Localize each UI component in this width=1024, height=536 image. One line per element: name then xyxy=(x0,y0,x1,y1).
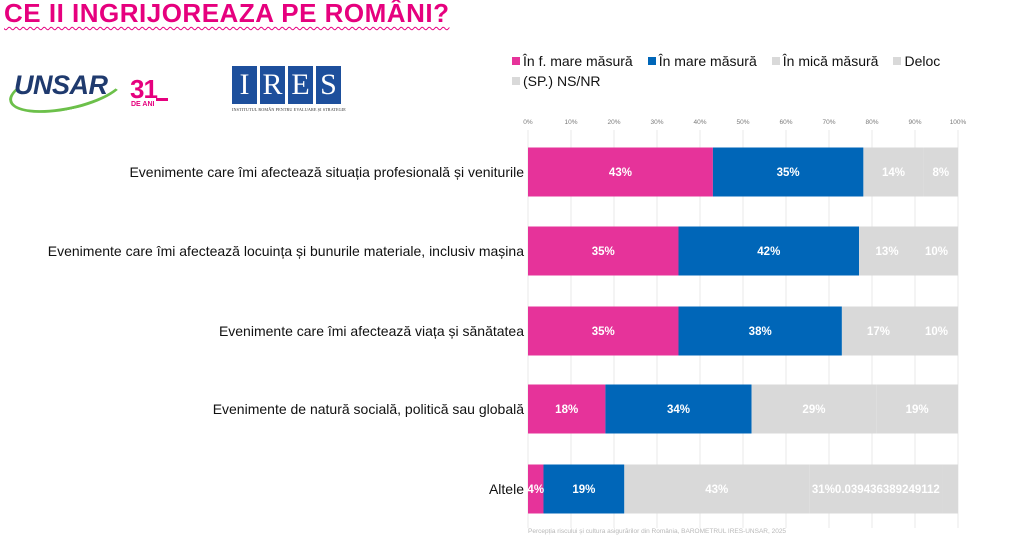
data-label: 19% xyxy=(906,404,929,416)
bar-segment xyxy=(876,384,958,434)
bar-segment xyxy=(809,464,943,514)
legend-swatch xyxy=(512,77,520,85)
bar-segment xyxy=(751,384,877,434)
data-label: 4% xyxy=(527,484,544,496)
bar-segment xyxy=(863,147,924,197)
legend-row: (SP.) NS/NR xyxy=(512,71,1012,91)
bar-segment xyxy=(841,306,915,356)
category-label: Evenimente care îmi afectează situația p… xyxy=(129,164,524,180)
data-label: 35% xyxy=(592,326,615,338)
x-tick-label: 80% xyxy=(865,119,878,126)
data-label: 43% xyxy=(705,484,728,496)
data-label: 18% xyxy=(555,404,578,416)
x-tick-label: 20% xyxy=(607,119,620,126)
legend-label: În mare măsură xyxy=(658,53,757,69)
unsar-logo-bar xyxy=(156,98,168,101)
legend-label: În mică măsură xyxy=(782,53,879,69)
category-label: Evenimente de natură socială, politică s… xyxy=(213,401,525,417)
bar-segment xyxy=(528,384,606,434)
legend-item: În mică măsură xyxy=(771,53,879,69)
data-label: 19% xyxy=(572,484,595,496)
x-tick-label: 0% xyxy=(523,119,533,126)
legend-row: În f. mare măsură În mare măsură În mică… xyxy=(512,51,1012,71)
ires-logo-letter: R xyxy=(260,66,285,104)
bar-segment xyxy=(528,464,544,514)
data-label: 31%0.039436389249112 xyxy=(812,484,940,496)
bar-segment xyxy=(915,226,958,276)
category-label: Altele xyxy=(489,481,524,497)
source-footnote: Percepția riscului și cultura asigurăril… xyxy=(528,528,787,535)
legend-swatch xyxy=(512,57,520,65)
data-label: 35% xyxy=(592,246,615,258)
ires-logo-subtitle: INSTITUTUL ROMÂN PENTRU EVALUARE ȘI STRA… xyxy=(232,107,346,112)
data-label: 42% xyxy=(757,246,780,258)
unsar-logo-years-label: DE ANI xyxy=(131,101,155,108)
data-label: 38% xyxy=(749,326,772,338)
chart-legend: În f. mare măsură În mare măsură În mică… xyxy=(512,51,1012,91)
x-tick-label: 50% xyxy=(736,119,749,126)
legend-label: În f. mare măsură xyxy=(523,53,633,69)
unsar-logo-text: UNSAR xyxy=(14,70,108,100)
ires-logo: I R E S INSTITUTUL ROMÂN PENTRU EVALUARE… xyxy=(232,66,348,120)
data-label: 34% xyxy=(667,404,690,416)
data-label: 10% xyxy=(925,326,948,338)
bar-segment xyxy=(678,226,860,276)
page-title: CE II INGRIJOREAZA PE ROMÂNI? xyxy=(4,0,450,28)
unsar-logo: UNSAR 31 DE ANI xyxy=(4,56,168,122)
bar-segment xyxy=(605,384,752,434)
x-tick-label: 40% xyxy=(693,119,706,126)
x-tick-label: 60% xyxy=(779,119,792,126)
bar-segment xyxy=(528,147,713,197)
data-label: 29% xyxy=(802,404,825,416)
bar-segment xyxy=(942,464,958,514)
legend-item: În f. mare măsură xyxy=(512,53,633,69)
legend-label: Deloc xyxy=(904,53,941,69)
ires-logo-letter: I xyxy=(232,66,257,104)
bar-segment xyxy=(624,464,810,514)
bar-segment xyxy=(543,464,625,514)
bar-segment xyxy=(923,147,958,197)
legend-item: În mare măsură xyxy=(647,53,757,69)
bar-segment xyxy=(915,306,958,356)
data-label: 13% xyxy=(876,246,899,258)
data-label: 35% xyxy=(777,167,800,179)
data-label: 14% xyxy=(882,167,905,179)
legend-item: Deloc xyxy=(893,53,940,69)
category-label: Evenimente care îmi afectează locuința ș… xyxy=(48,243,524,259)
unsar-logo-years: 31 xyxy=(130,74,158,104)
bar-segment xyxy=(528,226,679,276)
data-label: 10% xyxy=(925,246,948,258)
legend-swatch xyxy=(647,57,656,65)
bar-segment xyxy=(528,306,679,356)
x-tick-label: 100% xyxy=(950,119,967,126)
x-tick-label: 30% xyxy=(650,119,663,126)
ires-logo-letter: S xyxy=(316,66,341,104)
data-label: 8% xyxy=(932,167,949,179)
bar-segment xyxy=(859,226,915,276)
data-label: 17% xyxy=(867,326,890,338)
ires-logo-letter: E xyxy=(288,66,313,104)
legend-label: (SP.) NS/NR xyxy=(523,73,601,89)
bar-segment xyxy=(712,147,864,197)
ires-logo-letters: I R E S xyxy=(232,66,348,104)
data-label: 43% xyxy=(609,167,632,179)
x-tick-label: 90% xyxy=(908,119,921,126)
category-label: Evenimente care îmi afectează viața și s… xyxy=(219,323,524,339)
legend-swatch xyxy=(893,57,902,65)
x-tick-label: 70% xyxy=(822,119,835,126)
bar-segment xyxy=(678,306,842,356)
legend-swatch xyxy=(771,57,780,65)
legend-item: (SP.) NS/NR xyxy=(512,73,601,89)
x-tick-label: 10% xyxy=(564,119,577,126)
